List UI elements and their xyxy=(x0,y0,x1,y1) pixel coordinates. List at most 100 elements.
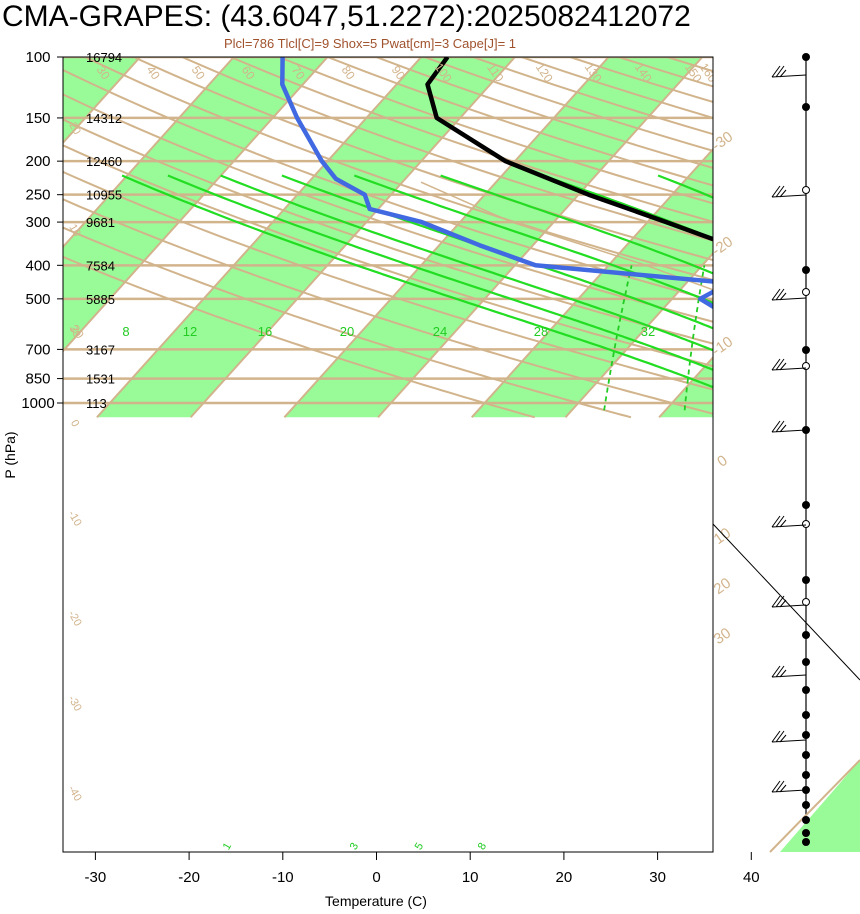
x-tick-label: 20 xyxy=(556,869,573,886)
isotherm-label: 10 xyxy=(66,222,83,239)
mixing-ratio-label: 1 xyxy=(221,841,234,852)
isotherm-label-right: 10 xyxy=(711,525,734,548)
wind-level-dot xyxy=(802,346,810,354)
dewpoint-line xyxy=(280,57,713,310)
dry-adiabat xyxy=(63,68,713,302)
isotherm-label: 0 xyxy=(68,418,81,429)
wind-barb xyxy=(771,420,807,433)
dry-adiabat xyxy=(179,57,713,242)
moist-adiabat xyxy=(440,174,713,275)
height-label: 3167 xyxy=(86,342,115,357)
wind-barb xyxy=(771,665,807,678)
wind-level-dot xyxy=(802,631,810,639)
moist-adiabat-label: 20 xyxy=(340,324,354,339)
pressure-tick-label: 150 xyxy=(25,110,50,127)
right-tan-line xyxy=(769,759,860,853)
isotherm-line xyxy=(377,57,704,418)
wind-barb xyxy=(771,595,807,608)
dry-adiabat xyxy=(63,198,713,415)
wind-barb xyxy=(771,65,807,78)
x-tick-label: 40 xyxy=(743,869,760,886)
height-label: 9681 xyxy=(86,215,115,230)
dry-adiabat xyxy=(63,255,535,419)
pressure-tick-label: 850 xyxy=(25,371,50,388)
wind-level-dot xyxy=(802,598,810,606)
height-label: 7584 xyxy=(86,258,115,273)
isotherm-label-right: 20 xyxy=(711,575,734,598)
profiles xyxy=(280,57,713,310)
pressure-tick-label: 250 xyxy=(25,187,50,204)
wind-level-dot xyxy=(802,751,810,759)
pressure-tick-label: 200 xyxy=(25,153,50,170)
isotherm-line xyxy=(63,57,329,353)
wind-level-dot xyxy=(802,686,810,694)
moist-adiabat-label: 24 xyxy=(433,324,447,339)
x-tick-label: 10 xyxy=(462,869,479,886)
isotherm-line xyxy=(189,57,517,418)
moist-adiabat-label: 32 xyxy=(641,324,655,339)
moist-adiabat xyxy=(167,174,713,371)
x-tick-label: -20 xyxy=(178,869,200,886)
wind-level-dot xyxy=(802,288,810,296)
moist-adiabat-label: 12 xyxy=(183,324,197,339)
pressure-tick-label: 300 xyxy=(25,214,50,231)
moist-adiabat xyxy=(220,174,713,352)
pressure-tick-label: 1000 xyxy=(21,395,54,412)
plot-frame xyxy=(62,56,714,853)
dry-adiabat xyxy=(82,57,713,282)
height-label: 14312 xyxy=(86,111,122,126)
mixing-ratio-line xyxy=(801,265,809,410)
height-label: 5885 xyxy=(86,292,115,307)
moist-adiabat xyxy=(121,174,713,389)
x-tick-label: -10 xyxy=(272,869,294,886)
isotherm-label: 30 xyxy=(66,323,83,340)
wind-level-dot xyxy=(802,576,810,584)
wind-level-dot xyxy=(802,731,810,739)
x-axis-label: Temperature (C) xyxy=(325,893,427,909)
x-tick-label: 0 xyxy=(372,869,380,886)
isotherm-line xyxy=(471,147,713,418)
isotherm-line xyxy=(63,57,236,249)
isotherm-line xyxy=(283,57,610,418)
mixing-ratio-line xyxy=(825,265,831,410)
wind-barb xyxy=(771,730,807,743)
wind-level-dot xyxy=(802,838,810,846)
mixing-ratio-line xyxy=(735,265,750,410)
wind-level-dot xyxy=(802,186,810,194)
wind-level-dot xyxy=(802,658,810,666)
wind-level-dot xyxy=(802,771,810,779)
moist-adiabat-label: 8 xyxy=(122,324,129,339)
mixing-ratio-label: 3 xyxy=(348,841,361,852)
pressure-tick-label: 500 xyxy=(25,291,50,308)
isotherm-label: 20 xyxy=(66,120,83,137)
dry-adiabat xyxy=(759,41,860,417)
height-label: 16794 xyxy=(86,50,122,65)
pressure-tick-label: 100 xyxy=(25,49,50,66)
height-label: 10955 xyxy=(86,188,122,203)
dry-adiabat xyxy=(63,170,713,391)
wind-level-dot xyxy=(802,711,810,719)
isobars xyxy=(63,57,713,405)
mixing-ratio-line xyxy=(603,265,633,411)
y-axis: 100 16794 150 14312 200 12460 250 10955 300 9681 4… xyxy=(21,49,122,412)
right-panel-outline xyxy=(712,523,860,681)
wind-level-dot xyxy=(802,53,810,61)
wind-barb xyxy=(771,185,807,198)
mixing-ratio-label: 5 xyxy=(413,841,426,852)
mixing-ratio-line xyxy=(683,265,706,411)
wind-barb xyxy=(771,358,807,371)
isotherm-label-right: 0 xyxy=(714,452,731,471)
y-axis-label: P (hPa) xyxy=(2,431,18,478)
height-label: 1531 xyxy=(86,372,115,387)
moist-adiabat xyxy=(353,174,713,305)
isotherm-line xyxy=(847,41,860,417)
dry-adiabat xyxy=(63,144,713,368)
wind-barb xyxy=(771,515,807,528)
dry-adiabat xyxy=(63,93,713,323)
dry-adiabat xyxy=(276,57,713,205)
height-label: 12460 xyxy=(86,154,122,169)
wind-level-dot xyxy=(802,103,810,111)
